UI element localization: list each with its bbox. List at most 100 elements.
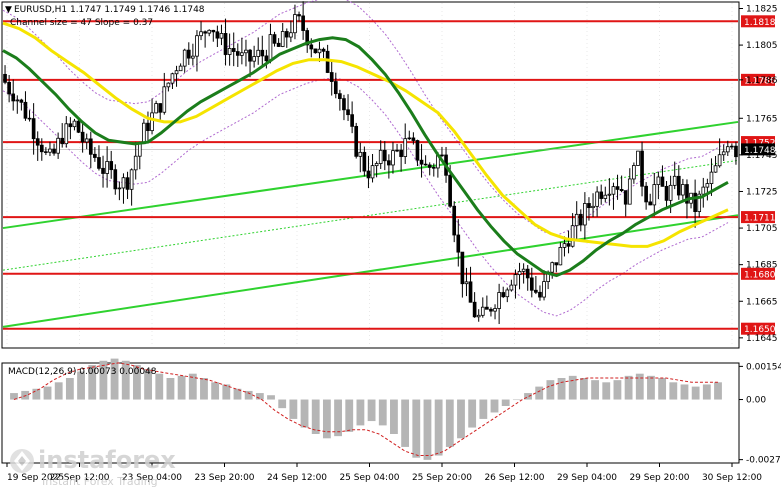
- candle: [464, 267, 469, 297]
- macd-bar: [702, 384, 711, 400]
- candle-body: [137, 143, 142, 157]
- candle: [415, 139, 420, 166]
- candle-body: [574, 213, 579, 227]
- macd-label: MACD(12,26,9) 0.00073 0.00048: [8, 367, 157, 377]
- time-tick-label: 25 Sep 04:00: [339, 473, 399, 483]
- candle: [97, 145, 101, 171]
- candle: [199, 21, 203, 41]
- candle-body: [68, 123, 73, 128]
- candle: [219, 24, 224, 46]
- candle-body: [31, 118, 36, 140]
- candle: [289, 20, 293, 43]
- candle: [170, 72, 175, 89]
- candle: [227, 33, 232, 66]
- candle-body: [485, 306, 489, 310]
- candle-body: [215, 31, 220, 39]
- candle-body: [346, 109, 350, 116]
- macd-bar: [445, 399, 454, 447]
- candle: [440, 146, 444, 158]
- candle: [121, 173, 126, 204]
- candle-body: [525, 268, 530, 279]
- candle: [15, 95, 20, 114]
- candle-body: [333, 81, 338, 95]
- level-tag: [741, 73, 775, 86]
- candle: [362, 146, 367, 177]
- candle: [240, 37, 244, 65]
- candle-body: [431, 167, 436, 169]
- time-tick-label: 23 Sep 04:00: [122, 473, 182, 483]
- macd-bar: [512, 399, 521, 401]
- macd-bar: [501, 399, 510, 406]
- candle-body: [570, 225, 575, 247]
- macd-bar: [457, 399, 465, 439]
- candle: [493, 304, 497, 320]
- candle: [419, 144, 424, 178]
- candle-body: [309, 44, 314, 50]
- candle: [162, 72, 167, 115]
- candle: [513, 269, 518, 299]
- candle-body: [681, 184, 685, 196]
- time-tick-label: 23 Sep 20:00: [194, 473, 254, 483]
- price-tick-label: 1.1786: [746, 76, 778, 86]
- candle: [652, 172, 657, 217]
- candle: [697, 190, 702, 218]
- candle-body: [48, 148, 52, 153]
- candle: [472, 292, 477, 318]
- candle-body: [146, 122, 150, 132]
- macd-bar: [311, 399, 320, 434]
- candle-body: [517, 270, 522, 276]
- candle-body: [501, 292, 506, 298]
- candle-body: [599, 191, 604, 199]
- candle-body: [636, 150, 640, 166]
- macd-bar: [133, 365, 141, 400]
- support-resistance-levels: [3, 20, 738, 330]
- candle: [301, 1, 305, 40]
- candle-body: [627, 178, 632, 205]
- candle: [158, 103, 163, 122]
- candle-body: [448, 174, 452, 207]
- candle-body: [301, 15, 305, 31]
- macd-bar: [222, 384, 231, 400]
- macd-bar: [233, 388, 242, 400]
- candle-body: [734, 145, 738, 158]
- macd-bar: [267, 395, 275, 400]
- candle-body: [64, 123, 69, 145]
- candle: [207, 29, 212, 37]
- candle: [644, 182, 648, 210]
- macd-bar: [378, 399, 387, 426]
- candle: [186, 42, 191, 65]
- candle-body: [468, 281, 473, 303]
- candle-body: [191, 55, 195, 59]
- macd-tick-label: 0.00: [746, 396, 766, 406]
- candle: [603, 186, 608, 203]
- candle: [182, 48, 187, 73]
- macd-bar: [390, 399, 398, 434]
- macd-bar: [345, 399, 354, 432]
- candle-body: [162, 86, 167, 113]
- candle-body: [656, 176, 661, 185]
- candle-body: [685, 184, 689, 204]
- macd-bar: [155, 373, 164, 400]
- candle: [607, 178, 612, 206]
- candle-body: [154, 103, 158, 114]
- time-tick-label: 24 Sep 12:00: [267, 473, 327, 483]
- header-arrow-icon[interactable]: ▼: [5, 5, 12, 15]
- candle: [252, 45, 256, 68]
- channel-info: Channel size = 47 Slope = 0.37: [10, 18, 153, 28]
- candle-body: [231, 48, 236, 52]
- macd-bar: [546, 380, 555, 400]
- candle-body: [456, 234, 461, 253]
- candle: [378, 140, 383, 169]
- candle: [534, 276, 538, 295]
- candle-body: [721, 151, 726, 156]
- candle: [133, 141, 138, 180]
- candle-body: [264, 55, 269, 62]
- macd-bar: [177, 375, 186, 400]
- candle-body: [88, 138, 93, 155]
- macd-tick-label: 0.00154: [746, 362, 781, 372]
- candle-body: [554, 262, 559, 266]
- candle-body: [219, 33, 224, 39]
- candle-body: [235, 51, 240, 56]
- macd-bar: [110, 358, 119, 400]
